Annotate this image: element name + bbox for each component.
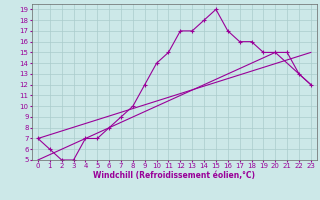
X-axis label: Windchill (Refroidissement éolien,°C): Windchill (Refroidissement éolien,°C) bbox=[93, 171, 255, 180]
